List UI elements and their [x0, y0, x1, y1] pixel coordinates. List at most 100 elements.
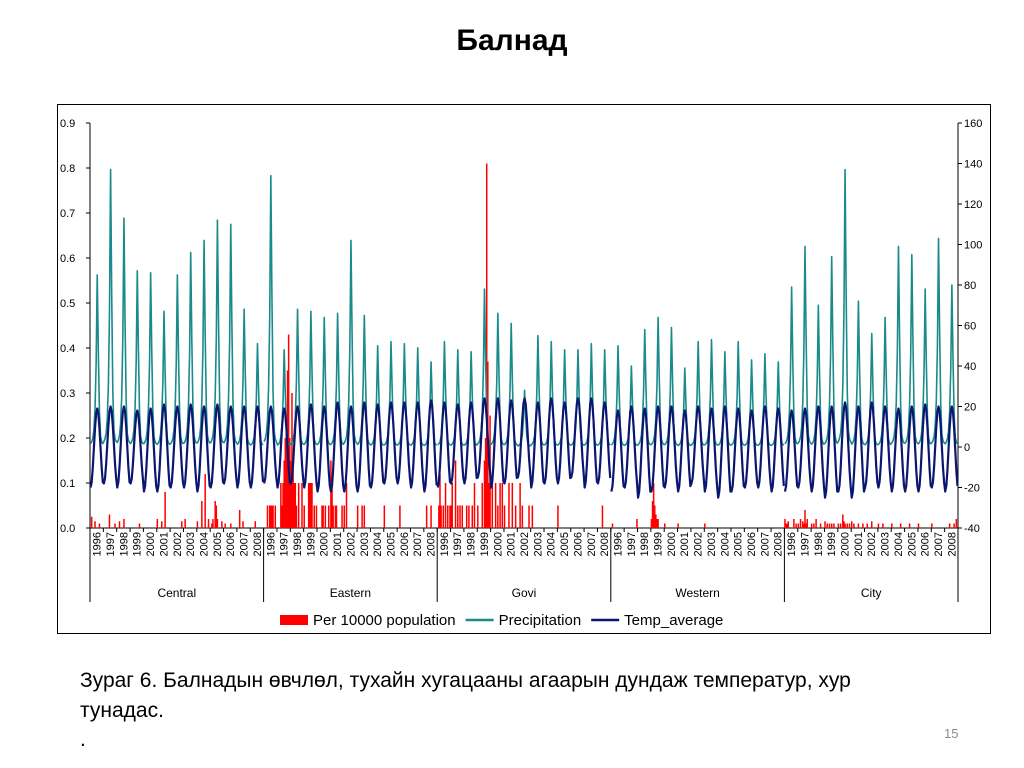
year-label: 1998 [813, 532, 825, 556]
year-label: 2005 [906, 532, 918, 556]
case-bar [799, 519, 802, 528]
right-tick-label: 40 [964, 361, 976, 373]
case-bar [444, 483, 447, 528]
case-bar [425, 505, 428, 528]
case-bar [164, 492, 166, 528]
caption-dot: . [80, 728, 86, 751]
case-bar [345, 483, 348, 528]
case-bar [499, 483, 501, 528]
case-bar [156, 519, 159, 528]
chart-frame: 0.0 0.1 0.2 0.3 0.4 0.5 0.6 0.7 0.8 0.9 -40 -20 0 20 4… [57, 104, 991, 634]
year-label: 2004 [372, 532, 384, 556]
case-bar [457, 505, 459, 528]
case-bar [290, 460, 292, 528]
case-bar [531, 505, 534, 528]
left-tick-label: 0.7 [60, 208, 75, 220]
case-bar [449, 505, 451, 528]
case-bar [804, 510, 806, 528]
case-bar [283, 460, 285, 528]
case-bar [521, 505, 524, 528]
case-bar [652, 483, 655, 528]
year-label: 1999 [653, 532, 665, 556]
case-bar [826, 523, 828, 528]
slide-title: Балнад [456, 24, 568, 57]
left-tick-label: 0.5 [60, 298, 75, 310]
case-bar [503, 505, 506, 528]
case-bar [862, 523, 864, 528]
year-label: 2001 [853, 532, 865, 556]
case-bar [650, 519, 653, 528]
year-label: 2001 [679, 532, 691, 556]
case-bar [334, 505, 337, 528]
case-bar [839, 523, 842, 528]
legend-label: Per 10000 population [313, 612, 456, 629]
year-label: 2007 [412, 532, 424, 556]
case-bar [335, 505, 338, 528]
case-bar [454, 460, 457, 528]
right-tick-label: 120 [964, 199, 982, 211]
case-bar [309, 483, 311, 528]
year-label: 1997 [452, 532, 464, 556]
left-tick-label: 0.8 [60, 163, 75, 175]
case-bar [651, 501, 654, 528]
year-label: 2002 [172, 532, 184, 556]
case-bar [471, 505, 474, 528]
case-bar [272, 505, 274, 528]
case-bar [806, 519, 808, 528]
case-bar [511, 483, 514, 528]
year-label: 2003 [532, 532, 544, 556]
year-label: 2006 [572, 532, 584, 556]
case-bar [611, 523, 614, 528]
case-bar [784, 519, 786, 528]
case-bar [303, 505, 305, 528]
case-bar [908, 523, 911, 528]
case-bar [292, 460, 294, 528]
case-bar [813, 523, 815, 528]
case-bar [282, 483, 284, 528]
temperature-line-city [783, 401, 959, 499]
year-label: 2005 [733, 532, 745, 556]
case-bar [307, 483, 310, 528]
case-bar [485, 163, 488, 528]
case-bar [519, 483, 521, 528]
case-bar [786, 523, 788, 528]
year-label: 2007 [586, 532, 598, 556]
case-bar [343, 505, 346, 528]
year-label: 2002 [693, 532, 705, 556]
case-bar [271, 505, 273, 528]
legend: Per 10000 population Precipitation Temp_av… [280, 612, 723, 629]
case-bar [871, 521, 873, 528]
case-bar [557, 505, 559, 528]
case-bar [497, 505, 499, 528]
year-label: 1996 [265, 532, 277, 556]
left-tick-label: 0.6 [60, 253, 75, 265]
case-bar [877, 523, 880, 528]
case-bar [461, 505, 463, 528]
case-bar [212, 519, 214, 528]
right-tick-label: 80 [964, 280, 976, 292]
case-bar [294, 483, 297, 528]
case-bar [853, 523, 855, 528]
case-bar [866, 523, 869, 528]
case-bar [383, 505, 386, 528]
case-bar [451, 483, 453, 528]
year-label: 1999 [132, 532, 144, 556]
case-bar [184, 519, 186, 528]
case-bar [833, 523, 835, 528]
precipitation-line-eastern [263, 174, 438, 447]
case-bar [301, 483, 303, 528]
case-bar [601, 505, 604, 528]
year-label: 2005 [559, 532, 571, 556]
case-bar [882, 523, 884, 528]
case-bar [824, 521, 826, 528]
case-bar [242, 521, 244, 528]
case-bar [331, 483, 333, 528]
case-bar [90, 516, 93, 528]
case-bar [830, 523, 833, 528]
year-label: 2008 [946, 532, 958, 556]
case-bar [494, 483, 497, 528]
case-bar [442, 505, 445, 528]
year-label: 2006 [920, 532, 932, 556]
legend-label: Temp_average [624, 612, 723, 629]
case-bar [664, 523, 666, 528]
